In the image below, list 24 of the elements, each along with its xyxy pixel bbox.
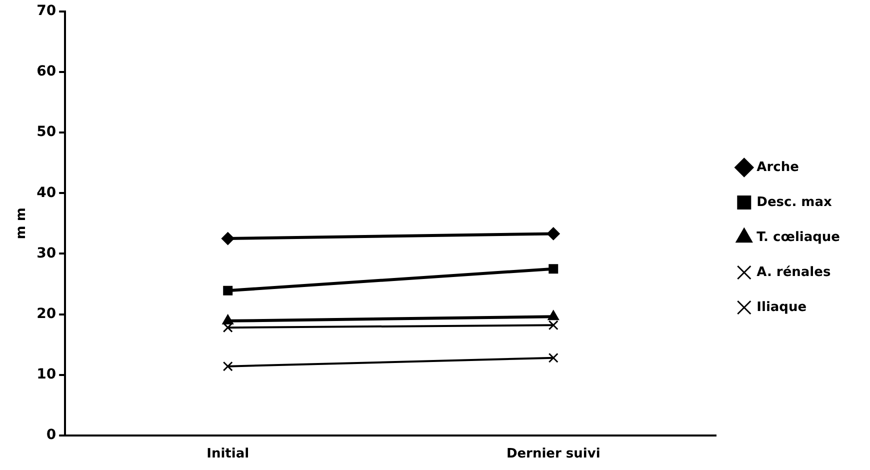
point [548, 264, 558, 274]
y-tick-label: 50 [36, 124, 56, 140]
point [548, 352, 558, 363]
y-tick-label: 70 [36, 3, 56, 20]
y-tick-label: 30 [36, 245, 56, 262]
y-tick-label: 20 [36, 306, 56, 322]
legend-label: Iliaque [756, 300, 807, 315]
y-tick-label: 40 [36, 184, 56, 201]
y-tick-label: 10 [36, 366, 56, 382]
point [222, 322, 233, 333]
legend-label: Arche [756, 160, 800, 175]
point [546, 227, 560, 240]
x-tick-label: Dernier suivi [506, 446, 600, 462]
legend-label: A. rénales [756, 264, 831, 280]
y-tick-label: 60 [36, 64, 56, 80]
x-tick-label: Initial [206, 446, 250, 462]
point [222, 361, 233, 372]
point [223, 286, 233, 296]
legend-label: Desc. max [756, 194, 832, 210]
point [221, 232, 234, 246]
point [548, 320, 558, 330]
legend-label: T. cœliaque [756, 230, 840, 245]
y-tick-label: 0 [46, 427, 56, 444]
y-axis-title: m m [14, 208, 30, 240]
